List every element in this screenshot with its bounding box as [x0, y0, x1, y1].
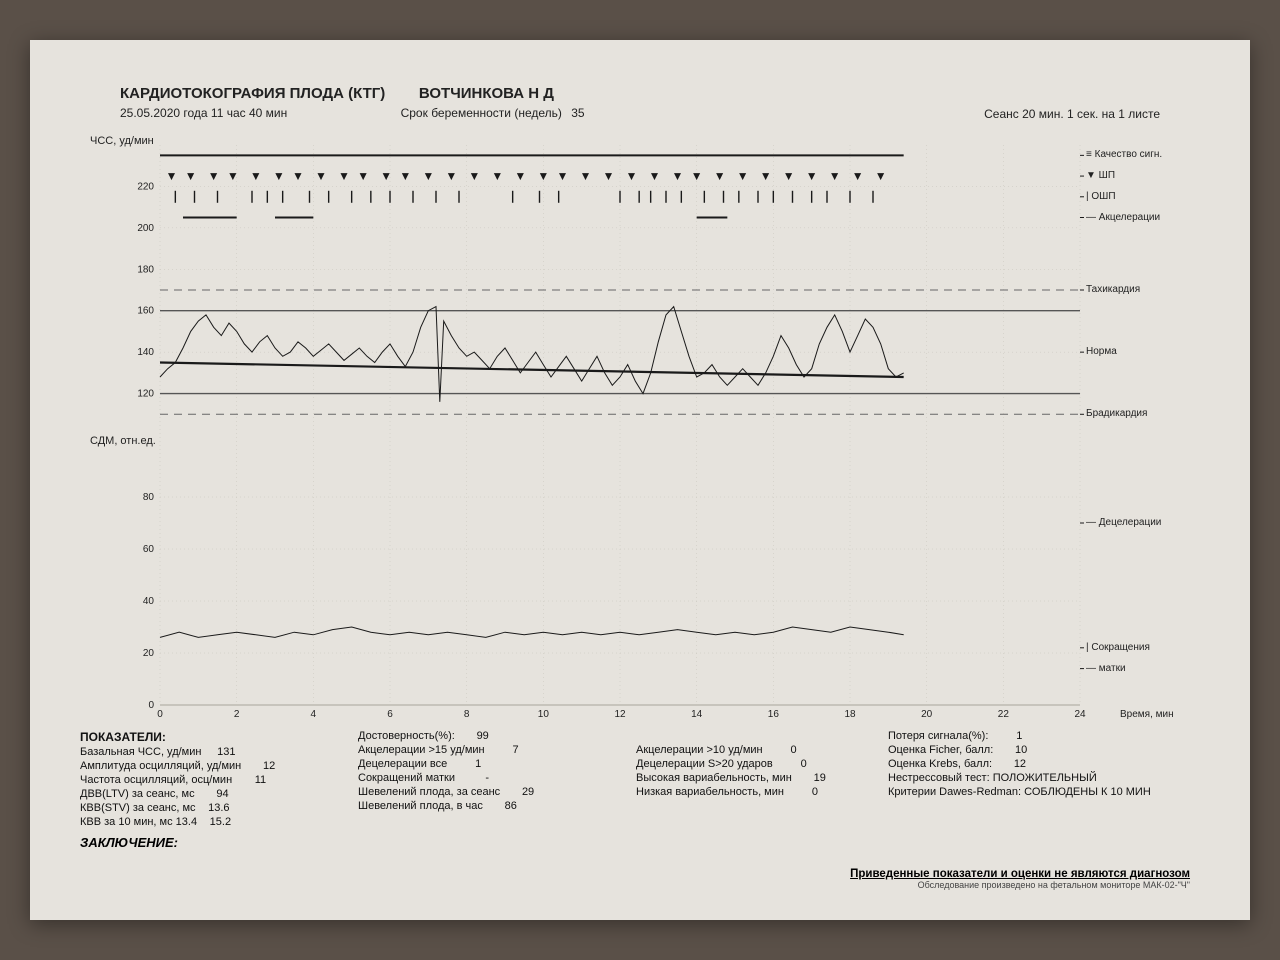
svg-text:Время, мин: Время, мин	[1120, 709, 1174, 720]
svg-text:40: 40	[143, 596, 155, 607]
svg-text:6: 6	[387, 709, 393, 720]
right-label-movement: ▼ ШП	[1086, 170, 1115, 181]
right-label-quality: ≡ Качество сигн.	[1086, 149, 1162, 160]
right-label-oshp: | ОШП	[1086, 191, 1116, 202]
svg-text:160: 160	[137, 306, 154, 317]
right-label-norm: Норма	[1086, 346, 1117, 357]
svg-text:4: 4	[311, 709, 317, 720]
indicator-row: КВВ за 10 мин, мс 13.415.2	[80, 816, 340, 828]
right-label-brady: Брадикардия	[1086, 408, 1147, 419]
indicator-row: Оценка Ficher, балл:10	[888, 744, 1200, 756]
indicator-row: Частота осцилляций, осц/мин11	[80, 774, 340, 786]
svg-text:2: 2	[234, 709, 240, 720]
svg-text:12: 12	[614, 709, 626, 720]
svg-text:220: 220	[137, 181, 154, 192]
svg-text:60: 60	[143, 544, 155, 555]
svg-text:0: 0	[148, 700, 154, 711]
right-label-tachy: Тахикардия	[1086, 284, 1140, 295]
gest-value: 35	[571, 106, 584, 120]
svg-text:14: 14	[691, 709, 703, 720]
indicator-row: Нестрессовый тест: ПОЛОЖИТЕЛЬНЫЙ	[888, 772, 1200, 784]
indicator-row: Сокращений матки-	[358, 772, 618, 784]
right-label-accel: — Акцелерации	[1086, 212, 1160, 223]
reliability-row: Достоверность(%):99	[358, 730, 618, 742]
right-label-contr: | Сокращения	[1086, 642, 1150, 653]
indicator-row: Высокая вариабельность, мин19	[636, 772, 870, 784]
session-info: Сеанс 20 мин. 1 сек. на 1 листе	[984, 107, 1160, 121]
patient-name: ВОТЧИНКОВА Н Д	[419, 85, 554, 102]
svg-text:8: 8	[464, 709, 470, 720]
right-label-decel: — Децелерации	[1086, 517, 1161, 528]
indicator-row: ДВВ(LTV) за сеанс, мс94	[80, 788, 340, 800]
indicator-row: Шевелений плода, в час86	[358, 800, 618, 812]
disclaimer-line2: Обследование произведено на фетальном мо…	[850, 880, 1190, 890]
svg-text:140: 140	[137, 347, 154, 358]
svg-text:120: 120	[137, 389, 154, 400]
ctg-svg: 1201401601802002202040608002468101214161…	[130, 145, 1180, 735]
svg-text:20: 20	[143, 648, 155, 659]
svg-text:24: 24	[1074, 709, 1086, 720]
disclaimer: Приведенные показатели и оценки не являю…	[850, 868, 1190, 890]
svg-text:22: 22	[998, 709, 1010, 720]
indicator-row: Амплитуда осцилляций, уд/мин12	[80, 760, 340, 772]
svg-text:16: 16	[768, 709, 780, 720]
indicator-row: Акцелерации >10 уд/мин0	[636, 744, 870, 756]
right-label-uterus: — матки	[1086, 663, 1126, 674]
indicators-table: ПОКАЗАТЕЛИ: Базальная ЧСС, уд/мин131 Ампл…	[80, 730, 1200, 830]
indicator-row: Оценка Krebs, балл:12	[888, 758, 1200, 770]
gest-label: Срок беременности (недель)	[401, 106, 562, 120]
ctg-printout: КАРДИОТОКОГРАФИЯ ПЛОДА (КТГ) ВОТЧИНКОВА …	[30, 40, 1250, 920]
header: КАРДИОТОКОГРАФИЯ ПЛОДА (КТГ) ВОТЧИНКОВА …	[120, 85, 1160, 120]
svg-text:0: 0	[157, 709, 163, 720]
indicator-row: Потеря сигнала(%):1	[888, 730, 1200, 742]
ctg-chart: ЧСС, уд/мин СДМ, отн.ед. 120140160180200…	[90, 135, 1190, 715]
indicator-row: Базальная ЧСС, уд/мин131	[80, 746, 340, 758]
svg-text:20: 20	[921, 709, 933, 720]
disclaimer-line1: Приведенные показатели и оценки не являю…	[850, 868, 1190, 880]
indicator-row: КВВ(STV) за сеанс, мс13.6	[80, 802, 340, 814]
indicator-row: Децелерации S>20 ударов0	[636, 758, 870, 770]
svg-text:10: 10	[538, 709, 550, 720]
svg-text:80: 80	[143, 492, 155, 503]
conclusion-heading: ЗАКЛЮЧЕНИЕ:	[80, 835, 178, 850]
indicator-row: Низкая вариабельность, мин0	[636, 786, 870, 798]
svg-text:180: 180	[137, 264, 154, 275]
indicator-row: Критерии Dawes-Redman: СОБЛЮДЕНЫ К 10 МИ…	[888, 786, 1200, 798]
svg-text:200: 200	[137, 223, 154, 234]
indicator-row: Шевелений плода, за сеанс29	[358, 786, 618, 798]
indicator-row: Децелерации все1	[358, 758, 618, 770]
svg-text:18: 18	[844, 709, 856, 720]
indicator-row: Акцелерации >15 уд/мин7	[358, 744, 618, 756]
report-title: КАРДИОТОКОГРАФИЯ ПЛОДА (КТГ)	[120, 85, 385, 102]
datetime: 25.05.2020 года 11 час 40 мин	[120, 106, 287, 120]
indicators-heading: ПОКАЗАТЕЛИ:	[80, 730, 340, 744]
